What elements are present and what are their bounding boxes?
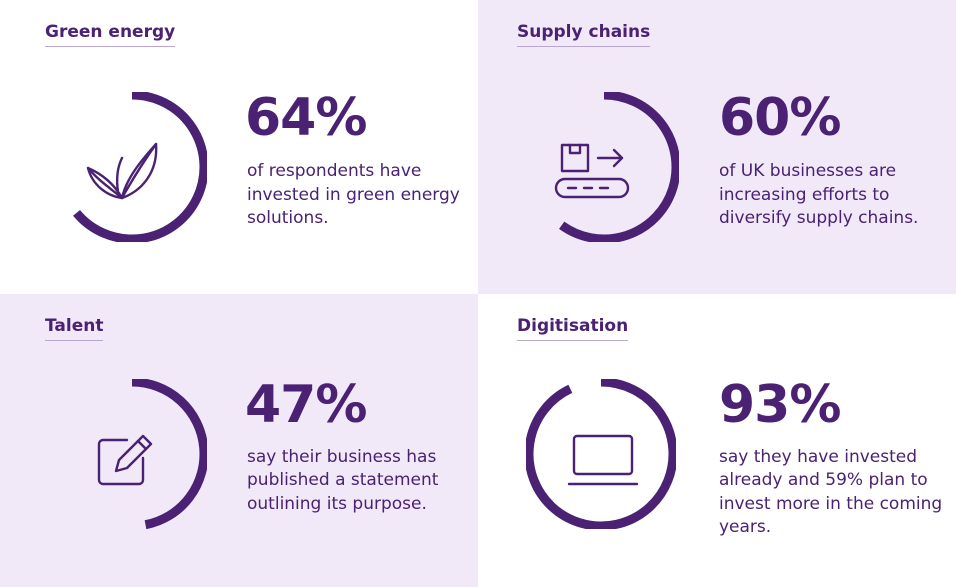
conveyor-box-icon [554, 143, 630, 201]
panel-digitisation: Digitisation 93% say they have invested … [478, 293, 956, 587]
edit-note-icon [97, 432, 155, 488]
panel-title: Talent [45, 316, 104, 341]
stat-description: of respondents have invested in green en… [247, 161, 460, 228]
laptop-icon [567, 432, 639, 488]
panel-title: Digitisation [517, 316, 629, 341]
ring-arc [559, 92, 679, 242]
panel-title: Supply chains [517, 22, 651, 47]
ring-svg [131, 378, 207, 529]
ring-svg [559, 92, 679, 242]
panel-green-energy: Green energy 64% of respondents have inv… [0, 0, 478, 294]
panel-supply-chains: Supply chains 60% of UK businesses are i… [478, 0, 956, 294]
stat-description: of UK businesses are increasing efforts … [719, 161, 919, 228]
leaves-icon [84, 140, 162, 202]
progress-ring [57, 378, 207, 529]
ring-svg [73, 92, 207, 242]
ring-arc [131, 378, 207, 529]
stat-value: 64% [245, 88, 367, 148]
progress-ring [529, 92, 679, 242]
stat-value: 93% [719, 374, 841, 435]
panel-talent: Talent 47% say their business has publis… [0, 293, 478, 587]
progress-ring [57, 92, 207, 242]
ring-svg [526, 378, 676, 529]
stat-value: 47% [245, 374, 367, 435]
ring-arc [73, 92, 207, 242]
stat-description: say their business has published a state… [247, 446, 439, 514]
progress-ring [526, 378, 676, 529]
stat-description: say they have invested already and 59% p… [719, 446, 943, 538]
stat-value: 60% [719, 88, 841, 148]
panel-title: Green energy [45, 22, 176, 47]
ring-arc [526, 378, 676, 529]
